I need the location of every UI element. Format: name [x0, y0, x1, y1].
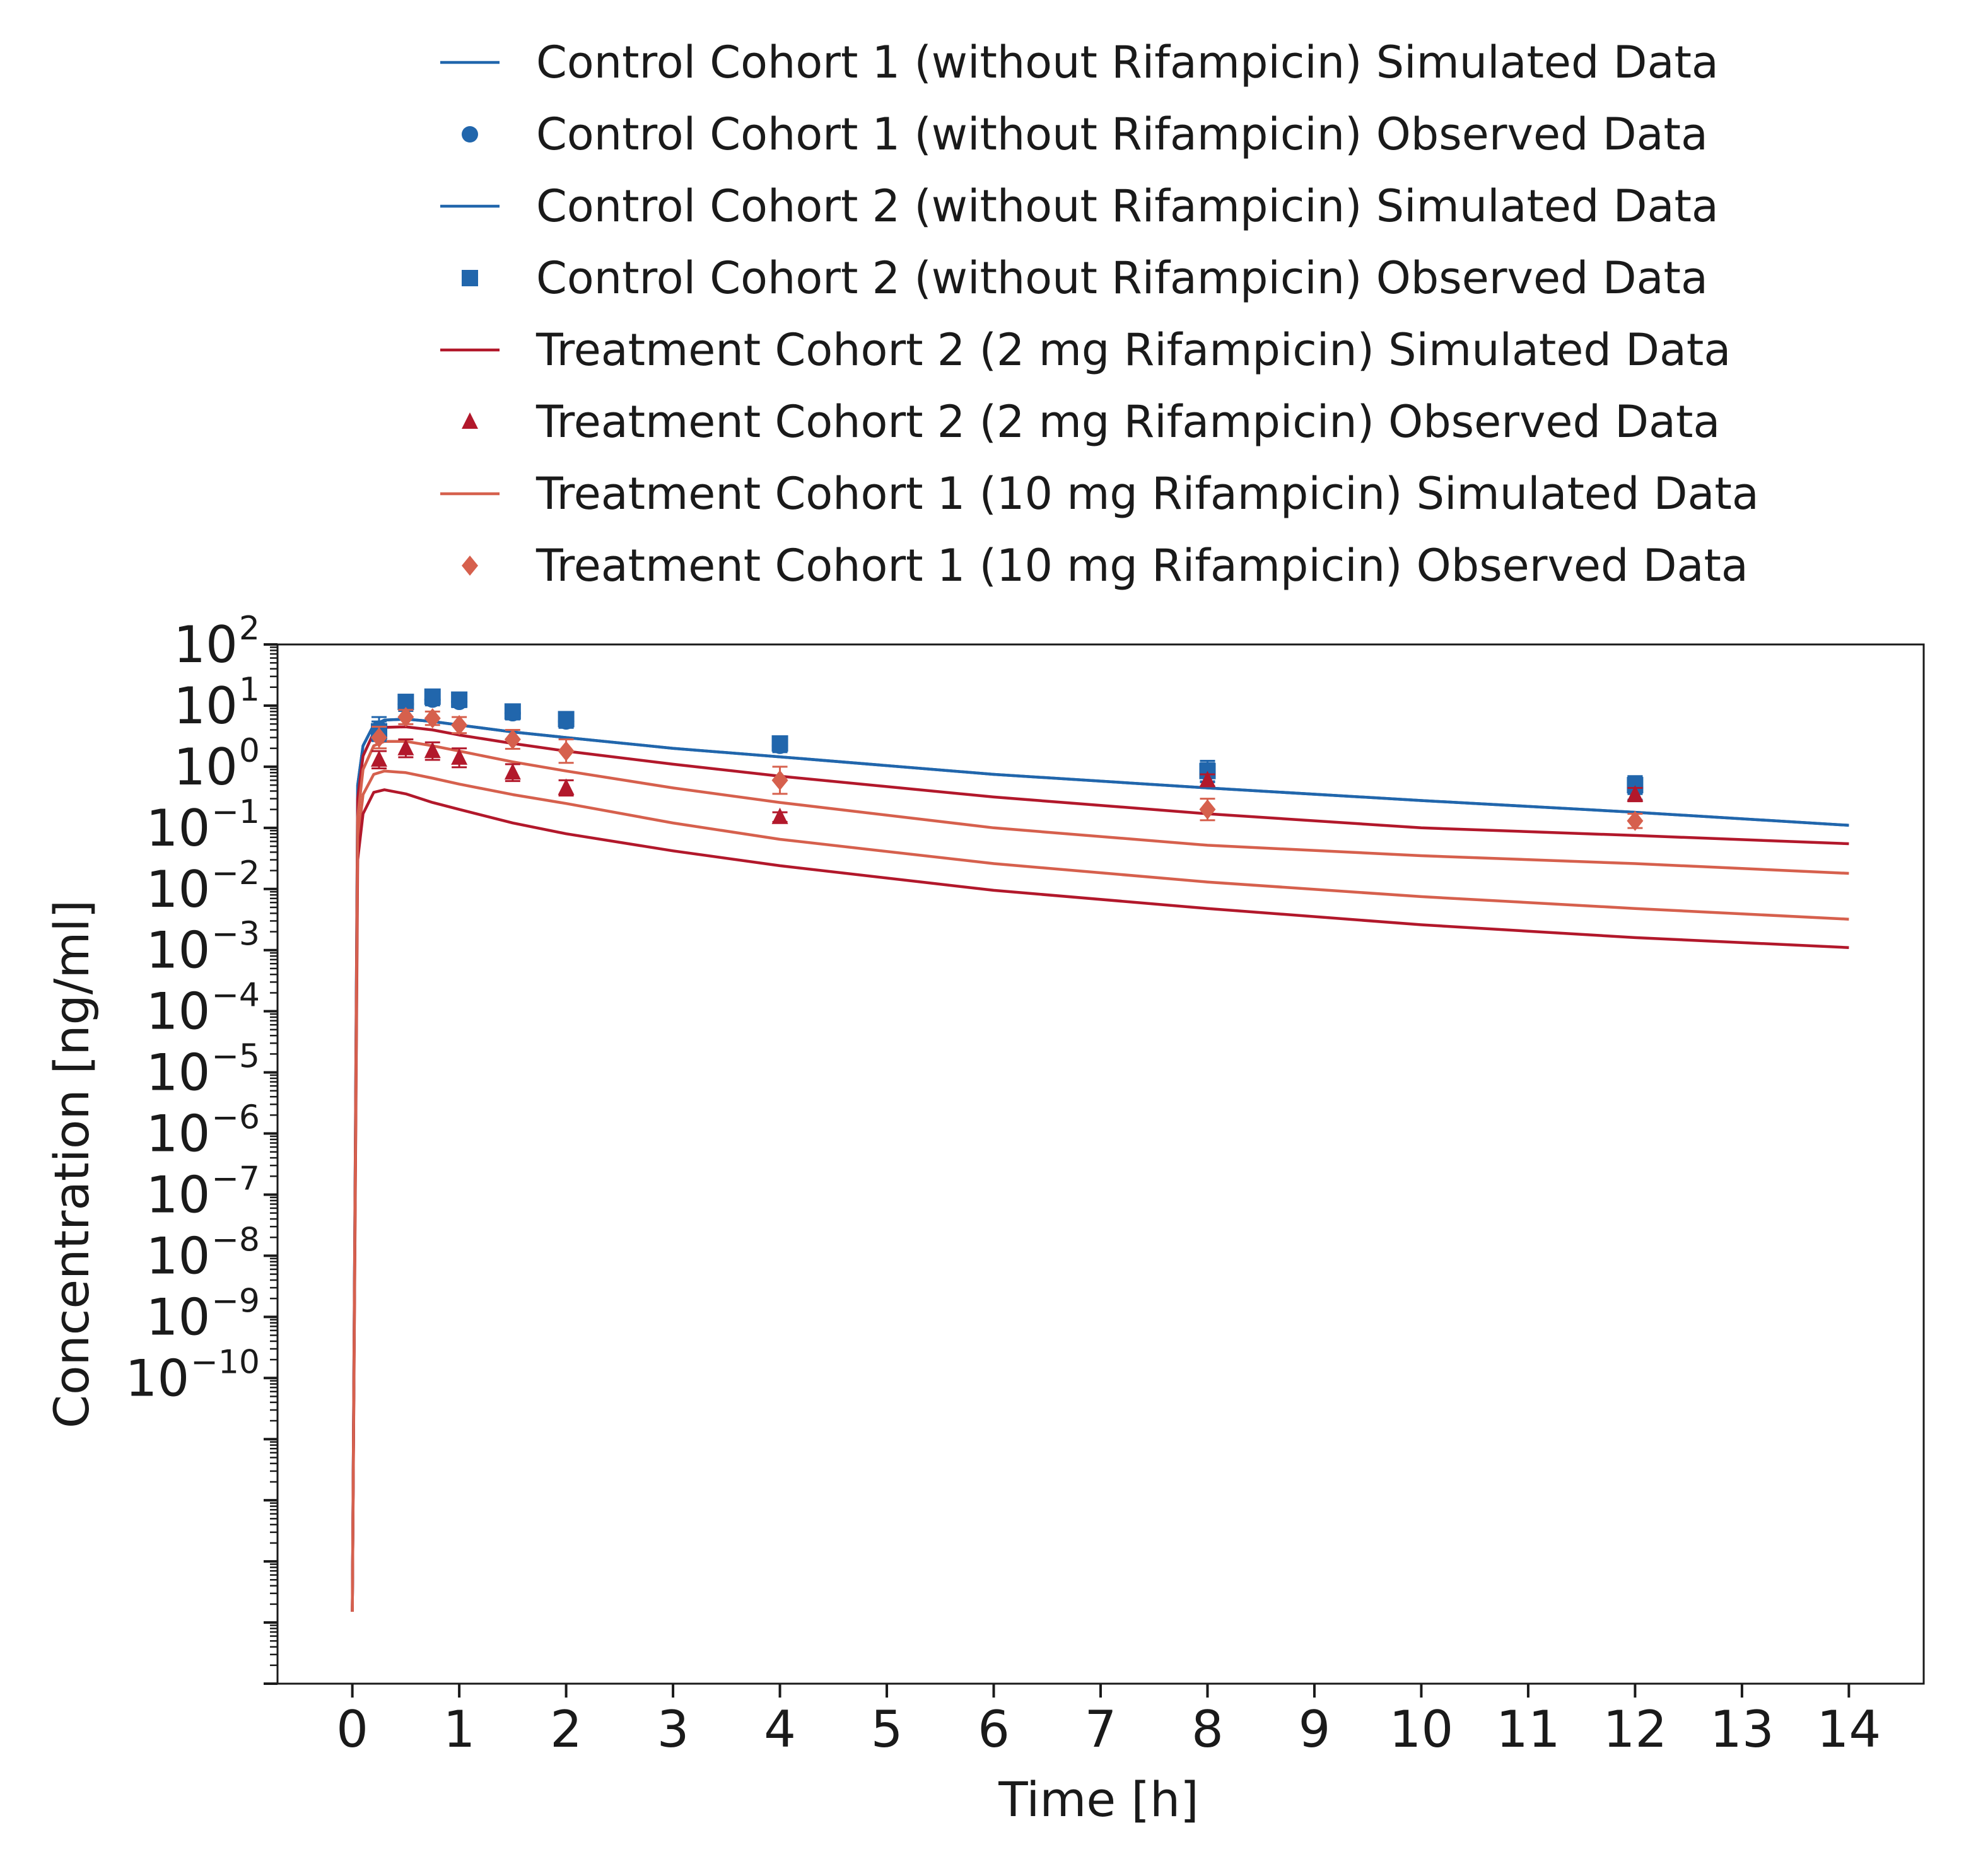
legend-marker-swatch [462, 270, 478, 286]
y-tick-label: 10 [146, 799, 211, 858]
legend-label: Treatment Cohort 1 (10 mg Rifampicin) Ob… [535, 540, 1748, 591]
x-tick-label: 2 [550, 1700, 582, 1759]
observed-point [397, 738, 414, 755]
x-tick-label: 9 [1299, 1700, 1331, 1759]
observed-point [1627, 810, 1644, 831]
observed-point [771, 807, 788, 824]
y-tick-exponent: −7 [211, 1160, 260, 1197]
observed-point [424, 742, 441, 759]
observed-point [771, 770, 788, 791]
observed-point [371, 727, 388, 748]
observed-point [424, 708, 441, 729]
x-tick-label: 5 [871, 1700, 903, 1759]
y-tick-exponent: −5 [211, 1038, 260, 1076]
x-axis-label: Time [h] [998, 1771, 1199, 1827]
y-tick-label: 10 [146, 1044, 211, 1102]
observed-point [371, 750, 388, 767]
observed-point [397, 707, 414, 728]
y-tick-exponent: −2 [211, 854, 260, 892]
y-tick-exponent: −9 [211, 1282, 260, 1320]
x-tick-label: 14 [1816, 1700, 1881, 1759]
y-tick-exponent: 0 [239, 732, 260, 770]
observed-point [451, 691, 468, 708]
observed-point [558, 778, 575, 795]
y-tick-exponent: −1 [211, 793, 260, 831]
x-tick-label: 8 [1191, 1700, 1224, 1759]
legend-label: Control Cohort 2 (without Rifampicin) Si… [536, 180, 1719, 232]
x-tick-label: 7 [1085, 1700, 1117, 1759]
legend-label: Treatment Cohort 2 (2 mg Rifampicin) Obs… [535, 396, 1720, 448]
legend-marker-swatch [462, 556, 478, 576]
y-tick-exponent: 1 [239, 671, 260, 709]
x-tick-label: 3 [657, 1700, 689, 1759]
y-tick-label: 10 [146, 1288, 211, 1346]
legend: Control Cohort 1 (without Rifampicin) Si… [440, 37, 1759, 591]
y-tick-exponent: −6 [211, 1099, 260, 1137]
observed-point [504, 763, 521, 780]
y-tick-exponent: −10 [190, 1343, 260, 1381]
plot-frame [276, 643, 1925, 1685]
y-tick-exponent: 2 [239, 610, 260, 648]
series-layer [351, 688, 1849, 1612]
observed-point [1199, 799, 1216, 820]
x-tick-label: 12 [1603, 1700, 1668, 1759]
x-axis: 0 1 2 3 4 5 6 7 8 9 10 11 12 13 14 [336, 1684, 1881, 1759]
y-tick-label: 10 [146, 1105, 211, 1163]
legend-label: Treatment Cohort 2 (2 mg Rifampicin) Sim… [535, 324, 1731, 376]
legend-label: Control Cohort 1 (without Rifampicin) Si… [536, 37, 1719, 88]
y-tick-label: 10 [146, 921, 211, 980]
y-axis-label: Concentration [ng/ml] [44, 900, 100, 1428]
x-tick-label: 11 [1496, 1700, 1560, 1759]
y-tick-exponent: −3 [211, 916, 260, 953]
observed-point [558, 711, 575, 728]
simulated-line [351, 769, 1849, 1612]
observed-point [558, 741, 575, 762]
y-tick-exponent: −8 [211, 1221, 260, 1259]
y-tick-label: 10 [146, 860, 211, 919]
x-tick-label: 10 [1389, 1700, 1454, 1759]
y-tick-label: 10 [173, 615, 238, 674]
x-tick-label: 4 [764, 1700, 796, 1759]
y-tick-exponent: −4 [211, 977, 260, 1015]
x-tick-label: 0 [336, 1700, 368, 1759]
simulated-line [351, 725, 1849, 1612]
observed-point [504, 703, 521, 720]
y-tick-label: 10 [146, 1165, 211, 1224]
y-tick-label: 10 [173, 738, 238, 796]
y-tick-label: 10 [125, 1349, 189, 1407]
y-tick-label: 10 [146, 1226, 211, 1285]
y-tick-label: 10 [146, 982, 211, 1041]
observed-point [504, 729, 521, 750]
observed-point [451, 748, 468, 765]
x-tick-label: 13 [1710, 1700, 1774, 1759]
x-tick-label: 6 [978, 1700, 1010, 1759]
observed-point [424, 688, 441, 705]
simulated-line [351, 788, 1849, 1612]
observed-point [771, 735, 788, 752]
y-tick-label: 10 [173, 677, 238, 735]
legend-label: Treatment Cohort 1 (10 mg Rifampicin) Si… [535, 468, 1759, 520]
simulated-line [351, 740, 1849, 1612]
observed-point [1199, 771, 1216, 788]
simulated-line [351, 718, 1849, 1612]
legend-label: Control Cohort 1 (without Rifampicin) Ob… [536, 108, 1708, 160]
observed-point [451, 714, 468, 735]
legend-marker-swatch [462, 412, 478, 429]
observed-point [1627, 785, 1644, 802]
simulated-line [351, 718, 1849, 1612]
x-tick-label: 1 [443, 1700, 476, 1759]
legend-marker-swatch [462, 126, 478, 143]
legend-label: Control Cohort 2 (without Rifampicin) Ob… [536, 252, 1708, 304]
